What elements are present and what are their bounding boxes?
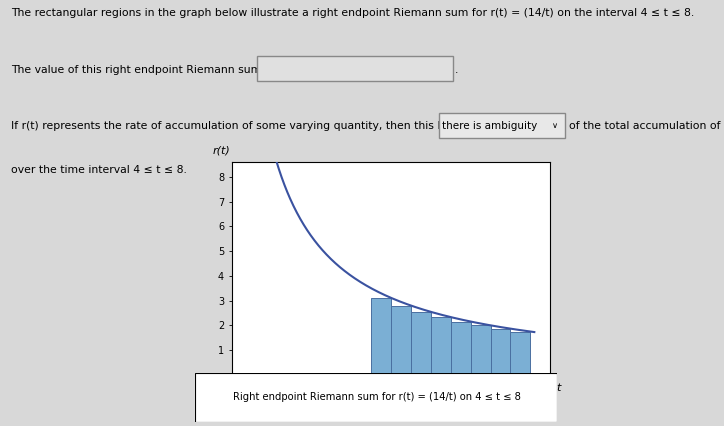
- FancyBboxPatch shape: [439, 112, 565, 138]
- Text: t: t: [557, 383, 561, 393]
- FancyBboxPatch shape: [257, 56, 452, 81]
- Text: r(t): r(t): [213, 146, 230, 155]
- Bar: [491, 328, 510, 375]
- Text: The value of this right endpoint Riemann sum is: The value of this right endpoint Riemann…: [11, 65, 273, 75]
- Bar: [391, 305, 411, 375]
- Bar: [450, 322, 471, 375]
- Text: over the time interval 4 ≤ t ≤ 8.: over the time interval 4 ≤ t ≤ 8.: [11, 165, 187, 175]
- FancyBboxPatch shape: [195, 373, 557, 422]
- Text: If r(t) represents the rate of accumulation of some varying quantity, then this : If r(t) represents the rate of accumulat…: [11, 121, 524, 131]
- Text: there is ambiguity: there is ambiguity: [442, 121, 538, 131]
- Text: The rectangular regions in the graph below illustrate a right endpoint Riemann s: The rectangular regions in the graph bel…: [11, 8, 694, 18]
- Text: ∨: ∨: [552, 121, 558, 130]
- Bar: [431, 317, 450, 375]
- Bar: [411, 312, 431, 375]
- Bar: [471, 325, 491, 375]
- Bar: [371, 298, 391, 375]
- Bar: [510, 331, 530, 375]
- Text: of the total accumulation of the quantity: of the total accumulation of the quantit…: [569, 121, 724, 131]
- Text: Right endpoint Riemann sum for r(t) = (14/t) on 4 ≤ t ≤ 8: Right endpoint Riemann sum for r(t) = (1…: [232, 392, 521, 402]
- Text: .: .: [455, 65, 458, 75]
